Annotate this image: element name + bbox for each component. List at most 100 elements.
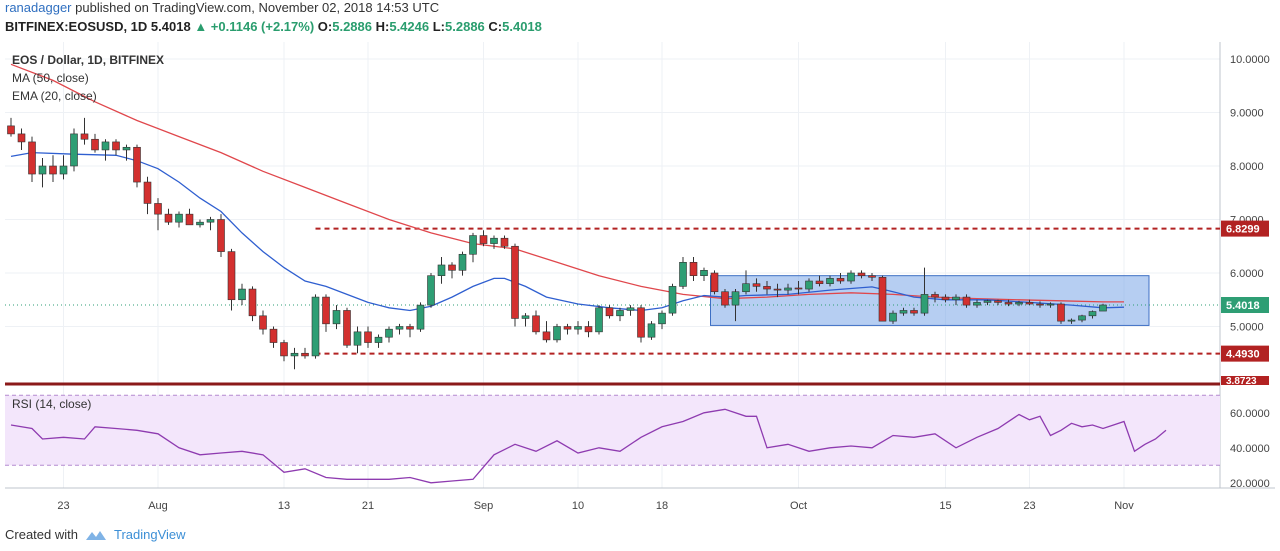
candle (290, 347, 299, 370)
candle-body (742, 283, 750, 293)
candle-body (101, 141, 110, 151)
candle (878, 275, 887, 322)
candle-body (710, 272, 719, 293)
candle (1004, 299, 1013, 307)
candle (763, 281, 771, 295)
candle (658, 310, 666, 330)
candle (38, 157, 47, 188)
candle (637, 305, 645, 343)
candle-body (238, 288, 246, 301)
candle-body (574, 326, 582, 330)
candle-body (17, 133, 26, 143)
ma-legend: MA (50, close) (12, 71, 89, 85)
candle-body (164, 213, 173, 223)
candle-body (1088, 311, 1097, 317)
candle-body (952, 296, 960, 301)
open-label: O: (317, 19, 333, 34)
candle (1036, 301, 1044, 308)
candle (1067, 318, 1076, 324)
candle-body (784, 287, 792, 291)
candle-body (668, 286, 677, 314)
candle-body (826, 278, 834, 285)
candle (1046, 302, 1055, 308)
candle-body (1099, 304, 1107, 312)
candle (689, 256, 698, 282)
candle (983, 299, 992, 306)
candle (70, 128, 78, 172)
candle (59, 155, 68, 180)
ema20-line (10, 151, 1125, 312)
candle (521, 313, 530, 327)
candle-body (1046, 303, 1055, 306)
candle (406, 323, 414, 338)
chart-background (5, 42, 1275, 489)
candle (385, 326, 393, 343)
candle-body (80, 133, 89, 140)
candle (427, 273, 435, 308)
candle-body (815, 280, 824, 284)
candle (700, 267, 708, 282)
candle-body (364, 331, 372, 343)
symbol-line: BITFINEX:EOSUSD, 1D 5.4018 ▲ +0.1146 (+2… (5, 19, 542, 34)
candle-body (763, 286, 771, 290)
candle (364, 326, 372, 348)
candle (238, 283, 246, 306)
rsi-line (10, 408, 1167, 484)
candle-body (448, 264, 456, 271)
candle-body (458, 253, 467, 271)
candle-body (910, 310, 918, 314)
candle (784, 283, 792, 295)
candle (752, 278, 761, 292)
price-tick-label: 9.0000 (1230, 108, 1264, 120)
candle (311, 294, 320, 359)
candle-body (479, 235, 488, 244)
rsi-tick-label: 60.0000 (1230, 408, 1270, 420)
candle-body (973, 302, 981, 306)
candle-body (154, 203, 162, 215)
candle-body (38, 165, 47, 175)
candle-body (353, 331, 362, 346)
candle-body (469, 235, 477, 255)
candle-body (658, 312, 666, 325)
candle-body (385, 328, 393, 338)
candle (374, 334, 383, 348)
candle (490, 235, 498, 249)
candle-body (175, 213, 183, 223)
candle (1078, 314, 1086, 323)
chart-title: EOS / Dollar, 1D, BITFINEX (12, 53, 164, 67)
close-label: C: (488, 19, 503, 34)
candle-body (689, 261, 698, 276)
author-link[interactable]: ranadagger (5, 0, 72, 15)
candle-body (542, 331, 551, 341)
candle (248, 286, 257, 322)
candle-body (805, 280, 813, 290)
candle (458, 251, 467, 276)
candle (301, 347, 309, 359)
candle (1015, 300, 1023, 307)
candle (280, 339, 288, 362)
candle-body (899, 310, 908, 314)
candle-body (679, 261, 687, 287)
open-value: 5.2886 (332, 19, 372, 34)
candle-body (637, 307, 645, 338)
rsi-legend: RSI (14, close) (12, 397, 91, 411)
candle (80, 117, 89, 145)
candle-body (521, 315, 530, 319)
low-value: 5.2886 (445, 19, 485, 34)
time-tick-label: 13 (278, 500, 290, 512)
candle-body (1015, 302, 1023, 305)
candle (322, 294, 330, 332)
candle (259, 310, 267, 335)
published-line: ranadagger published on TradingView.com,… (5, 0, 439, 15)
candle-body (721, 291, 729, 306)
candle (469, 232, 477, 263)
candle (17, 128, 26, 150)
candle-body (616, 310, 624, 317)
high-label: H: (375, 19, 390, 34)
time-tick-label: 23 (57, 500, 69, 512)
candle-body (374, 336, 383, 343)
candle (605, 305, 614, 319)
price-tick-label: 5.0000 (1230, 322, 1264, 334)
tradingview-brand-link[interactable]: TradingView (113, 527, 186, 542)
